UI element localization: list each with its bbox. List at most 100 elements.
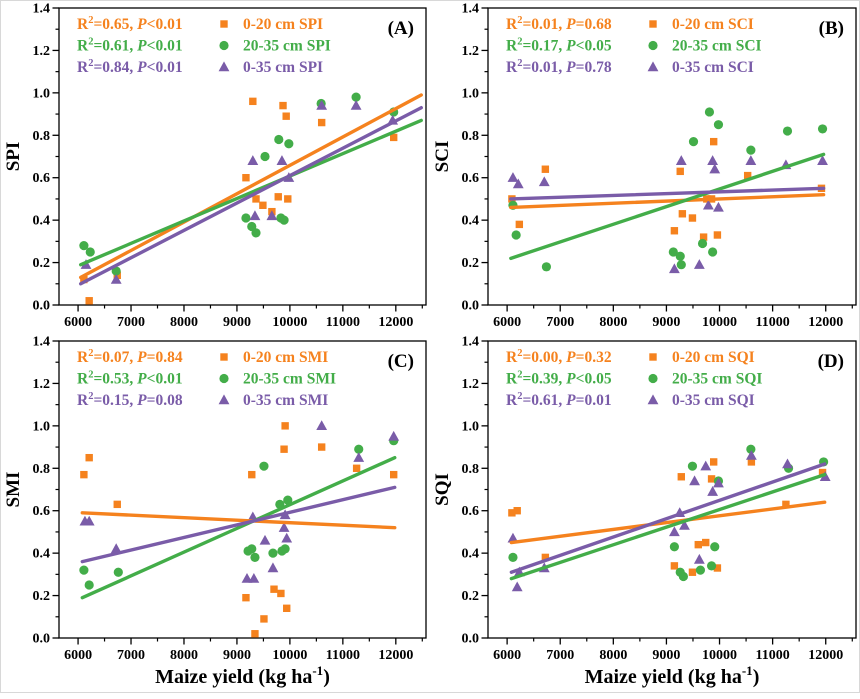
data-point-triangle	[745, 449, 757, 460]
data-point-triangle	[276, 155, 288, 165]
legend-marker-circle	[648, 40, 658, 51]
x-tick-label: 11000	[756, 315, 790, 330]
x-tick-label: 8000	[170, 315, 198, 330]
x-axis-title: Maize yield (kg ha-1)	[155, 663, 330, 688]
data-point-triangle	[817, 155, 828, 165]
data-point-triangle	[267, 562, 279, 573]
data-point-circle	[678, 571, 689, 582]
data-point-circle	[697, 238, 708, 249]
y-tick-label: 0.2	[462, 589, 480, 604]
stats-text: R2=0.84, P<0.01	[77, 58, 183, 76]
x-tick-label: 7000	[117, 648, 145, 663]
data-point-square	[80, 275, 88, 284]
y-axis-title: SCI	[432, 141, 453, 173]
x-tick-label: 9000	[223, 648, 251, 663]
data-point-triangle	[713, 201, 724, 212]
legend-marker-square	[220, 353, 228, 361]
y-tick-label: 0.6	[33, 171, 51, 186]
data-point-circle	[85, 247, 95, 257]
y-tick-label: 0.0	[33, 632, 51, 647]
data-point-triangle	[668, 526, 680, 537]
data-point-circle	[247, 544, 257, 554]
data-point-square	[85, 453, 93, 462]
legend-label: 20-35 cm SPI	[243, 38, 331, 55]
data-point-square	[688, 568, 697, 576]
data-point-square	[252, 195, 260, 203]
data-point-circle	[669, 542, 679, 552]
y-tick-label: 1.4	[462, 2, 480, 17]
x-tick-label: 8000	[599, 315, 627, 330]
trend-line	[80, 485, 397, 564]
data-point-triangle	[512, 178, 524, 189]
data-point-square	[713, 231, 722, 239]
legend-marker-circle	[219, 373, 229, 384]
data-point-square	[541, 553, 550, 562]
y-tick-label: 0.2	[33, 256, 51, 271]
data-point-triangle	[83, 515, 95, 526]
legend-marker-square	[649, 353, 657, 361]
data-point-square	[677, 473, 685, 481]
data-point-triangle	[689, 475, 700, 486]
y-tick-label: 0.4	[462, 214, 480, 229]
legend-marker-square	[220, 20, 228, 28]
data-point-square	[251, 630, 259, 638]
data-point-circle	[79, 565, 89, 575]
data-point-square	[709, 137, 718, 146]
data-point-circle	[511, 230, 521, 240]
trend-line	[80, 511, 397, 530]
data-point-triangle	[538, 176, 550, 187]
trend-line	[509, 500, 827, 545]
data-point-circle	[259, 461, 269, 471]
y-axis-title: SMI	[3, 472, 24, 508]
panel-letter: (D)	[818, 351, 844, 372]
data-point-triangle	[353, 452, 365, 462]
trend-line	[509, 462, 827, 574]
data-point-circle	[274, 134, 284, 145]
data-point-triangle	[507, 172, 519, 182]
data-point-circle	[746, 444, 756, 454]
y-tick-label: 1.2	[33, 44, 51, 59]
data-point-square	[284, 195, 292, 203]
y-tick-label: 0.8	[33, 462, 51, 477]
data-point-triangle	[679, 519, 690, 530]
data-point-square	[747, 458, 756, 466]
x-tick-label: 11000	[756, 648, 790, 663]
trend-line	[80, 455, 397, 600]
y-tick-label: 1.0	[462, 419, 480, 434]
panel-letter: (C)	[388, 351, 414, 372]
trend-line	[509, 152, 826, 261]
legend-marker-triangle	[647, 394, 659, 405]
y-tick-label: 1.2	[33, 377, 51, 392]
x-tick-label: 8000	[170, 648, 198, 663]
legend-marker-square	[649, 20, 657, 28]
data-point-triangle	[350, 99, 362, 110]
data-point-square	[279, 101, 287, 110]
panel-letter: (A)	[388, 18, 414, 39]
data-point-circle	[541, 262, 552, 272]
x-tick-label: 9000	[223, 315, 251, 330]
stats-text: R2=0.61, P=0.01	[506, 391, 612, 409]
plot-border	[487, 340, 857, 639]
data-point-triangle	[316, 420, 328, 431]
y-axis-title: SPI	[3, 142, 24, 172]
y-tick-label: 1.4	[462, 335, 480, 350]
x-tick-label: 11000	[326, 648, 360, 663]
y-tick-label: 0.8	[33, 129, 51, 144]
data-point-square	[259, 201, 267, 209]
y-tick-label: 0.8	[462, 129, 480, 144]
data-point-square	[688, 214, 697, 222]
data-point-square	[274, 193, 282, 201]
data-point-triangle	[707, 486, 719, 496]
x-tick-label: 10000	[272, 315, 307, 330]
data-point-triangle	[713, 477, 724, 488]
data-point-circle	[675, 251, 685, 261]
data-point-square	[282, 112, 290, 120]
x-tick-label: 10000	[272, 648, 307, 663]
data-point-square	[389, 470, 398, 479]
data-point-triangle	[247, 155, 259, 165]
x-tick-label: 10000	[702, 315, 737, 330]
legend-label: 0-35 cm SCI	[672, 59, 754, 76]
stats-text: R2=0.65, P<0.01	[77, 15, 183, 33]
data-point-circle	[251, 228, 261, 238]
